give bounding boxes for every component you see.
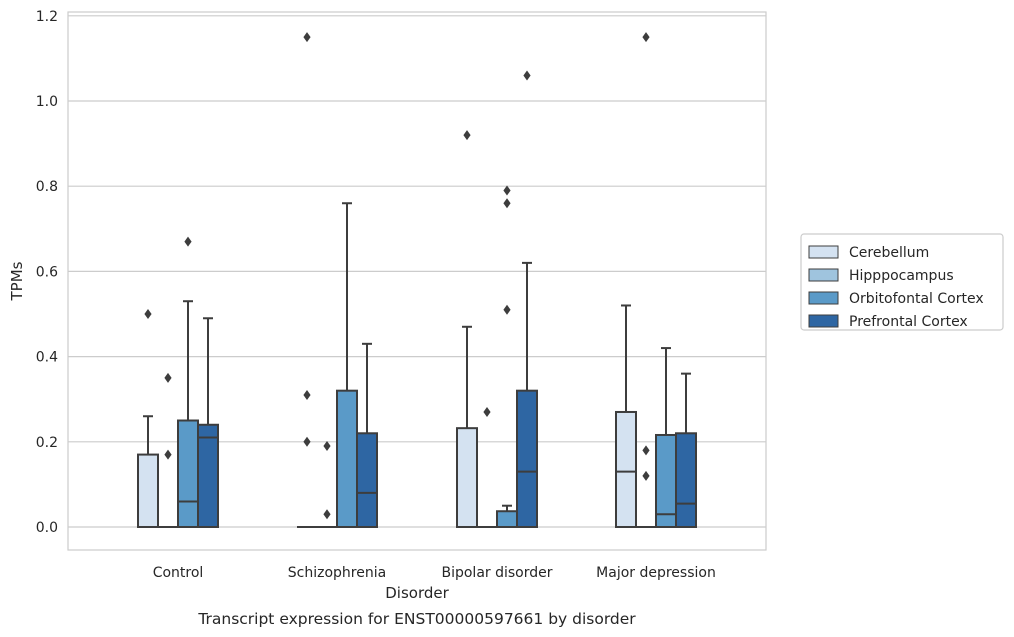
outlier-point [184, 236, 192, 247]
box-body [177, 419, 199, 528]
box-prefrontal-cortex [516, 70, 538, 528]
box-prefrontal-cortex [675, 372, 697, 528]
legend-item: Cerebellum [808, 245, 929, 261]
y-tick-label: 0.0 [36, 520, 58, 536]
outlier-point [164, 372, 172, 383]
legend-label: Cerebellum [849, 245, 929, 261]
box-body [336, 389, 358, 528]
legend-swatch [808, 268, 839, 282]
box-cerebellum [615, 304, 637, 529]
outlier-point [303, 32, 311, 43]
y-tick-label: 0.4 [36, 350, 58, 366]
outlier-point [523, 70, 531, 81]
x-axis-label: Disorder [385, 584, 449, 602]
outlier-point [164, 449, 172, 460]
outlier-point [642, 470, 650, 481]
y-tick-label: 0.8 [36, 179, 58, 195]
box-cerebellum [137, 309, 159, 528]
outlier-point [303, 389, 311, 400]
legend-item: Orbitofontal Cortex [808, 291, 984, 307]
legend-label: Hipppocampus [849, 268, 954, 284]
y-tick-label: 1.2 [36, 9, 58, 25]
box-body [675, 432, 697, 528]
box-cerebellum [456, 130, 478, 528]
legend-swatch [808, 291, 839, 305]
y-tick-label: 1.0 [36, 94, 58, 110]
box-hipppocampus [317, 441, 337, 528]
legend-swatch [808, 314, 839, 328]
x-tick-label: Bipolar disorder [441, 565, 552, 581]
y-axis-label: TPMs [8, 261, 26, 301]
box-prefrontal-cortex [356, 342, 378, 528]
box-hipppocampus [158, 372, 178, 528]
box-body [496, 510, 518, 529]
x-tick-label: Schizophrenia [288, 565, 386, 581]
box-orbitofontal-cortex [655, 347, 677, 529]
box-body [197, 423, 219, 529]
box-body [456, 427, 478, 528]
y-axis-ticks: 0.0 0.2 0.4 0.6 0.8 1.0 1.2 [36, 9, 58, 536]
legend: Cerebellum Hipppocampus Orbitofontal Corte… [800, 233, 1004, 331]
box-body [615, 410, 637, 529]
legend-label: Prefrontal Cortex [849, 314, 968, 330]
legend-item: Prefrontal Cortex [808, 314, 968, 330]
x-axis-ticks: Control Schizophrenia Bipolar disorder Majo… [153, 565, 716, 581]
legend-label: Orbitofontal Cortex [849, 291, 984, 307]
legend-swatch [808, 245, 839, 259]
outlier-point [642, 445, 650, 456]
plot-frame [67, 11, 767, 551]
box-body [516, 389, 538, 528]
legend-item: Hipppocampus [808, 268, 954, 284]
box-body [137, 453, 159, 528]
box-body [356, 432, 378, 528]
outlier-point [303, 436, 311, 447]
outlier-point [642, 32, 650, 43]
outlier-point [503, 304, 511, 315]
outlier-point [463, 130, 471, 141]
box-hipppocampus [477, 406, 497, 528]
box-cerebellum [297, 32, 317, 528]
outlier-point [144, 309, 152, 319]
box-hipppocampus [636, 32, 656, 528]
y-tick-label: 0.6 [36, 264, 58, 280]
outlier-point [323, 509, 331, 520]
box-body [655, 433, 677, 529]
x-tick-label: Major depression [596, 565, 716, 581]
legend-frame [800, 233, 1004, 331]
x-tick-label: Control [153, 565, 204, 581]
box-prefrontal-cortex [197, 317, 219, 529]
outlier-point [503, 198, 511, 209]
outlier-point [323, 441, 331, 452]
chart-caption: Transcript expression for ENST0000059766… [197, 610, 636, 628]
box-orbitofontal-cortex [177, 236, 199, 528]
outlier-point [503, 185, 511, 196]
box-orbitofontal-cortex [336, 202, 358, 528]
boxes [137, 32, 697, 529]
y-tick-label: 0.2 [36, 435, 58, 451]
outlier-point [483, 406, 491, 417]
